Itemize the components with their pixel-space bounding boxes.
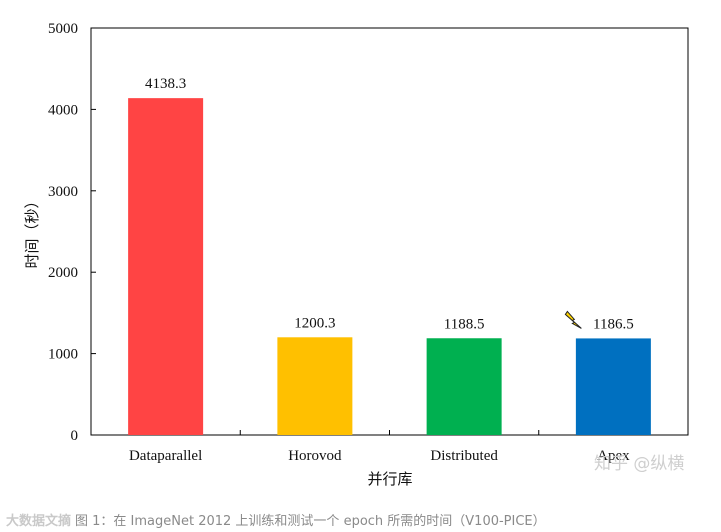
- bar-value-label: 4138.3: [145, 76, 186, 92]
- y-tick-label: 2000: [48, 265, 78, 281]
- lightning-icon: [564, 310, 582, 329]
- x-tick-label: Horovod: [288, 448, 342, 464]
- bar: [277, 337, 353, 435]
- bars-group: 4138.3 1200.3 1188.5 1186.5: [128, 76, 651, 435]
- figure-caption: 大数据文摘 图 1：在 ImageNet 2012 上训练和测试一个 epoch…: [6, 508, 716, 530]
- x-axis: Dataparallel Horovod Distributed Apex: [129, 430, 689, 464]
- x-tick-label: Dataparallel: [129, 448, 202, 464]
- y-tick-label: 5000: [48, 21, 78, 37]
- bar-value-label: 1186.5: [593, 316, 634, 332]
- y-tick-label: 1000: [48, 347, 78, 363]
- bar-value-label: 1188.5: [444, 316, 485, 332]
- x-tick-label: Apex: [597, 448, 630, 464]
- bar-value-label: 1200.3: [294, 315, 335, 331]
- y-tick-label: 3000: [48, 184, 78, 200]
- x-axis-title: 并行库: [367, 470, 412, 488]
- bar-chart: 0 1000 2000 3000 4000 5000 4138.3 1200.3 1188.5…: [23, 21, 689, 488]
- bar: [426, 338, 502, 435]
- y-tick-label: 0: [71, 428, 79, 444]
- brand-logo: 大数据文摘: [6, 513, 72, 529]
- y-axis: 0 1000 2000 3000 4000 5000: [48, 21, 96, 444]
- bar: [128, 98, 204, 435]
- y-tick-label: 4000: [48, 102, 78, 118]
- x-tick-label: Distributed: [430, 448, 498, 464]
- y-axis-title: 时间（秒）: [23, 193, 41, 268]
- bar: [575, 338, 651, 435]
- caption-text: 图 1：在 ImageNet 2012 上训练和测试一个 epoch 所需的时间…: [75, 513, 546, 529]
- watermark-text: 知乎 @纵横: [594, 454, 684, 474]
